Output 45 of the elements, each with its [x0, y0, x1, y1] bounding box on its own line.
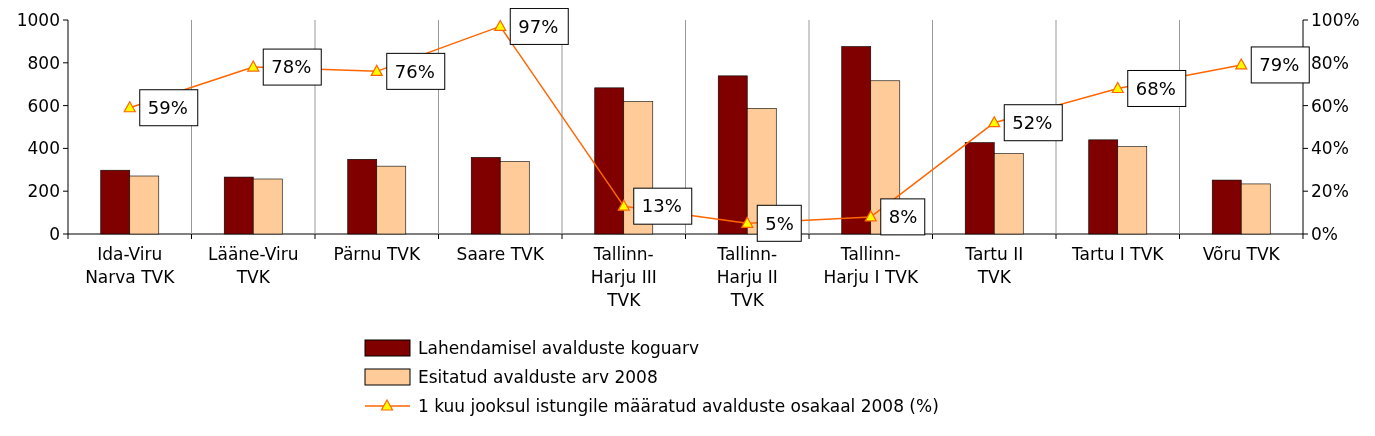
point — [741, 216, 754, 228]
y2-tick-label: 100% — [1311, 9, 1360, 30]
data-label: 68% — [1135, 77, 1176, 99]
data-label: 5% — [765, 212, 794, 234]
data-label: 79% — [1259, 54, 1300, 76]
x-tick-label: Tartu II TVK — [964, 244, 1024, 287]
y-tick-label: 800 — [27, 52, 60, 73]
point — [1235, 58, 1248, 70]
data-label: 78% — [271, 56, 312, 78]
point — [864, 210, 877, 222]
y2-tick-label: 20% — [1311, 181, 1349, 202]
x-tick-label: Võru TVK — [1202, 244, 1281, 264]
data-label: 8% — [888, 206, 918, 228]
y-tick-label: 1000 — [16, 9, 60, 30]
point — [1111, 81, 1124, 94]
point — [617, 199, 630, 211]
x-tick-label: Lääne-Viru TVK — [208, 244, 299, 287]
point — [123, 101, 136, 113]
y2-tick-label: 40% — [1311, 138, 1349, 159]
y2-tick-label: 60% — [1311, 95, 1349, 116]
legend-label: Esitatud avalduste arv 2008 — [418, 366, 658, 387]
legend-label: Lahendamisel avalduste koguarv — [418, 337, 700, 358]
y-tick-label: 400 — [27, 138, 60, 159]
data-label: 76% — [394, 60, 435, 82]
y-tick-label: 0 — [49, 223, 60, 244]
x-tick-label: Tallinn-Harju I TVK — [823, 244, 919, 287]
legend-label: 1 kuu jooksul istungile määratud avalduste osakaal 2008 (%) — [418, 395, 939, 416]
x-tick-label: Saare TVK — [456, 244, 545, 264]
y-tick-label: 600 — [27, 95, 60, 116]
data-label: 97% — [518, 15, 559, 37]
x-tick-label: Pärnu TVK — [333, 244, 421, 264]
x-tick-label: Tartu I TVK — [1071, 244, 1165, 264]
y-tick-label: 200 — [27, 181, 60, 202]
data-label: 13% — [641, 195, 682, 217]
point — [494, 19, 507, 32]
point — [988, 116, 1001, 128]
data-label: 59% — [147, 97, 188, 119]
point — [370, 64, 383, 76]
y2-tick-label: 80% — [1311, 52, 1349, 73]
y2-tick-label: 0% — [1311, 223, 1338, 244]
x-tick-label: Tallinn-Harju III TVK — [590, 244, 657, 310]
x-tick-label: Ida-Viru Narva TVK — [85, 244, 176, 287]
data-label: 52% — [1012, 112, 1053, 134]
x-tick-label: Tallinn-Harju II TVK — [716, 244, 778, 310]
point — [247, 60, 260, 72]
